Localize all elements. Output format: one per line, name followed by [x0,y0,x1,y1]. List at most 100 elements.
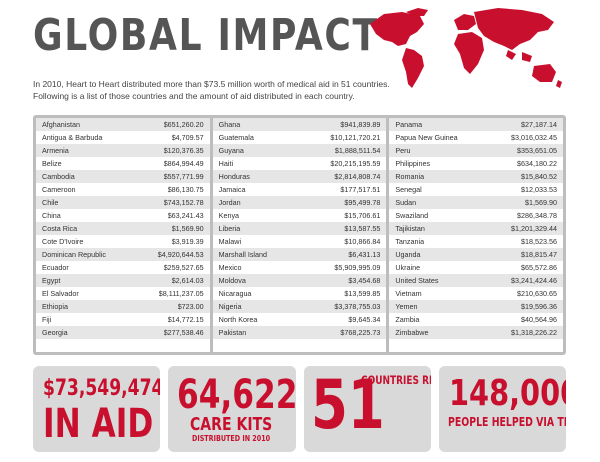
intro-text: In 2010, Heart to Heart distributed more… [33,79,390,101]
table-row: Romania $15,840.52 [389,170,564,183]
aid-amount: $14,772.15 [167,315,204,324]
table-row: Kenya $15,706.61 [212,209,387,222]
country-name: Vietnam [395,289,422,298]
country-name: Costa Rica [42,224,78,233]
country-name: El Salvador [42,289,79,298]
country-name: Honduras [218,172,250,181]
country-name: Jamaica [218,185,246,194]
stat-people-value: 148,000 [448,373,566,414]
country-name: Philippines [395,159,431,168]
stat-countries-label: COUNTRIES RECIEVED MEDICAL AID [360,373,431,387]
country-name: Nicaragua [218,289,252,298]
country-name: Egypt [42,276,61,285]
aid-amount: $120,376.35 [163,146,204,155]
aid-amount: $20,215,195.59 [330,159,381,168]
country-name: Zimbabwe [395,328,429,337]
aid-amount: $86,130.75 [167,185,204,194]
aid-amount: $10,121,720.21 [330,133,381,142]
table-row: Belize $864,994.49 [36,157,210,170]
stat-countries-value: 51 [310,366,385,445]
aid-amount: $1,318,226.22 [511,328,558,337]
aid-amount: $1,569.90 [171,224,204,233]
aid-amount: $4,920,644.53 [157,250,204,259]
table-column-3: Panama $27,187.14 Papua New Guinea $3,016,0… [389,118,564,352]
country-name: Ukraine [395,263,421,272]
aid-amount: $1,569.90 [525,198,558,207]
country-name: Cameroon [42,185,76,194]
table-row: Mexico $5,909,995.09 [212,261,387,274]
country-name: Tanzania [395,237,425,246]
table-row: Cambodia $557,771.99 [36,170,210,183]
aid-amount: $13,599.85 [344,289,381,298]
country-name: Moldova [218,276,246,285]
table-row: Armenia $120,376.35 [36,144,210,157]
world-map-graphic [370,8,562,88]
table-row: Marshall Island $6,431.13 [212,248,387,261]
table-row: Yemen $19,596.36 [389,300,564,313]
country-name: Georgia [42,328,68,337]
aid-amount: $1,201,329.44 [511,224,558,233]
stat-aid-label: IN AID [43,401,154,447]
country-name: Fiji [42,315,52,324]
table-row: Sudan $1,569.90 [389,196,564,209]
table-row: China $63,241.43 [36,209,210,222]
table-row: Tanzania $18,523.56 [389,235,564,248]
aid-amount: $15,706.61 [344,211,381,220]
aid-amount: $27,187.14 [521,120,558,129]
country-name: Nigeria [218,302,242,311]
table-row: Zimbabwe $1,318,226.22 [389,326,564,339]
aid-amount: $18,523.56 [521,237,558,246]
country-name: Tajikistan [395,224,425,233]
aid-amount: $3,241,424.46 [511,276,558,285]
table-row: Costa Rica $1,569.90 [36,222,210,235]
aid-amount: $3,919.39 [171,237,204,246]
aid-amount: $10,866.84 [344,237,381,246]
country-name: Afghanistan [42,120,80,129]
stat-aid-value: $73,549,474 [43,376,161,401]
aid-amount: $941,839.89 [340,120,381,129]
country-name: Papua New Guinea [395,133,458,142]
stat-countries: 51 COUNTRIES RECIEVED MEDICAL AID [303,366,431,452]
aid-amount: $743,152.78 [163,198,204,207]
country-name: Antigua & Barbuda [42,133,103,142]
table-row: North Korea $9,645.34 [212,313,387,326]
aid-amount: $557,771.99 [163,172,204,181]
aid-amount: $2,614.03 [171,276,204,285]
country-name: United States [395,276,439,285]
country-name: Zambia [395,315,420,324]
table-row: Guyana $1,888,511.54 [212,144,387,157]
aid-amount: $723.00 [177,302,204,311]
aid-amount: $1,888,511.54 [334,146,381,155]
country-name: Belize [42,159,62,168]
table-row: Uganda $18,815.47 [389,248,564,261]
table-row: Philippines $634,180.22 [389,157,564,170]
table-row: Cameroon $86,130.75 [36,183,210,196]
table-row: Fiji $14,772.15 [36,313,210,326]
table-column-2: Ghana $941,839.89 Guatemala $10,121,720.21 G… [212,118,387,352]
aid-table: Afghanistan $651,260.20 Antigua & Barbuda $… [33,115,566,355]
table-row: Antigua & Barbuda $4,709.57 [36,131,210,144]
aid-amount: $40,564.96 [521,315,558,324]
table-row: Zambia $40,564.96 [389,313,564,326]
table-row: Guatemala $10,121,720.21 [212,131,387,144]
country-name: Panama [395,120,423,129]
table-row: Dominican Republic $4,920,644.53 [36,248,210,261]
country-name: Armenia [42,146,69,155]
country-name: Liberia [218,224,241,233]
table-row: Jordan $95,499.78 [212,196,387,209]
aid-amount: $18,815.47 [521,250,558,259]
table-row: Nigeria $3,378,755.03 [212,300,387,313]
country-name: Ethiopia [42,302,68,311]
aid-amount: $3,016,032.45 [511,133,558,142]
table-row: Vietnam $210,630.65 [389,287,564,300]
country-name: Swaziland [395,211,429,220]
stats-row: $73,549,474 IN AID 64,622 CARE KITS DIST… [33,366,566,452]
aid-amount: $9,645.34 [348,315,381,324]
aid-amount: $768,225.73 [340,328,381,337]
table-row: Ecuador $259,527.65 [36,261,210,274]
stat-kits-value: 64,622 [177,372,296,418]
country-name: Marshall Island [218,250,268,259]
country-name: Sudan [395,198,417,207]
country-name: Chile [42,198,59,207]
country-name: Cote D'Ivoire [42,237,84,246]
